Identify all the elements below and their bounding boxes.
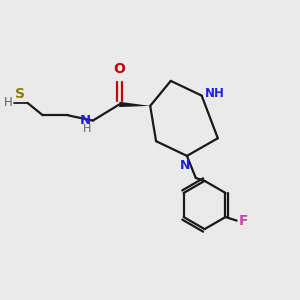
Text: F: F (239, 214, 248, 228)
Polygon shape (119, 102, 150, 107)
Text: S: S (15, 88, 25, 101)
Text: H: H (4, 96, 13, 110)
Text: N: N (180, 159, 191, 172)
Text: N: N (80, 114, 91, 127)
Text: H: H (82, 124, 91, 134)
Text: NH: NH (205, 87, 225, 100)
Text: O: O (113, 62, 125, 76)
